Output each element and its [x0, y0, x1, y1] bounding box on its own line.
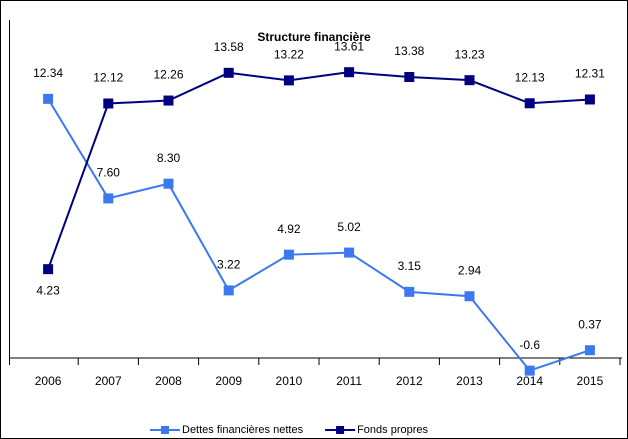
point	[404, 286, 415, 297]
point	[283, 75, 294, 86]
data-label: 5.02	[337, 220, 361, 234]
x-tick-label: 2015	[577, 374, 604, 388]
data-label: 13.22	[274, 48, 304, 62]
point	[43, 264, 54, 275]
data-label: 13.23	[454, 47, 484, 61]
x-tick-label: 2007	[95, 374, 122, 388]
data-label: 0.37	[578, 317, 602, 331]
data-label: 12.31	[575, 67, 605, 81]
point	[223, 285, 234, 296]
x-tick-label: 2013	[456, 374, 483, 388]
point	[103, 193, 114, 204]
x-tick-label: 2012	[396, 374, 423, 388]
point	[163, 178, 174, 189]
data-label: 12.13	[515, 70, 545, 84]
x-tick-label: 2006	[35, 374, 62, 388]
series-line	[47, 71, 590, 270]
data-label: 13.61	[334, 39, 364, 53]
point	[283, 249, 294, 260]
x-tick-label: 2009	[215, 374, 242, 388]
legend-marker	[336, 426, 345, 434]
data-label: 4.23	[36, 283, 60, 297]
data-label: 12.34	[33, 66, 63, 80]
data-label: 12.12	[93, 71, 123, 85]
point	[464, 291, 475, 302]
legend-label: Dettes financières nettes	[182, 424, 304, 436]
point	[464, 75, 475, 86]
legend-marker	[161, 426, 169, 434]
data-label: 7.60	[97, 166, 121, 180]
point	[103, 98, 114, 109]
point	[43, 93, 54, 104]
legend-label: Fonds propres	[357, 424, 428, 436]
data-label: 8.30	[157, 151, 181, 165]
data-label: 2.94	[458, 263, 482, 277]
data-label: 13.58	[214, 40, 244, 54]
data-label: 3.15	[398, 259, 422, 273]
point	[584, 345, 595, 356]
point	[344, 247, 355, 258]
data-label: 3.22	[217, 258, 241, 272]
x-tick-label: 2008	[155, 374, 182, 388]
point	[344, 67, 355, 78]
x-tick-label: 2014	[516, 374, 543, 388]
point	[584, 94, 595, 105]
data-label: 13.38	[394, 44, 424, 58]
chart-title: Structure financière	[257, 30, 371, 44]
x-tick-label: 2011	[336, 374, 362, 388]
point	[404, 72, 415, 83]
point	[163, 95, 174, 106]
data-label: -0.6	[519, 338, 540, 352]
data-label: 4.92	[277, 222, 301, 236]
point	[223, 67, 234, 78]
point	[524, 365, 535, 376]
series-line	[47, 98, 591, 372]
x-tick-label: 2010	[276, 374, 303, 388]
data-label: 12.26	[153, 68, 183, 82]
point	[524, 98, 535, 109]
